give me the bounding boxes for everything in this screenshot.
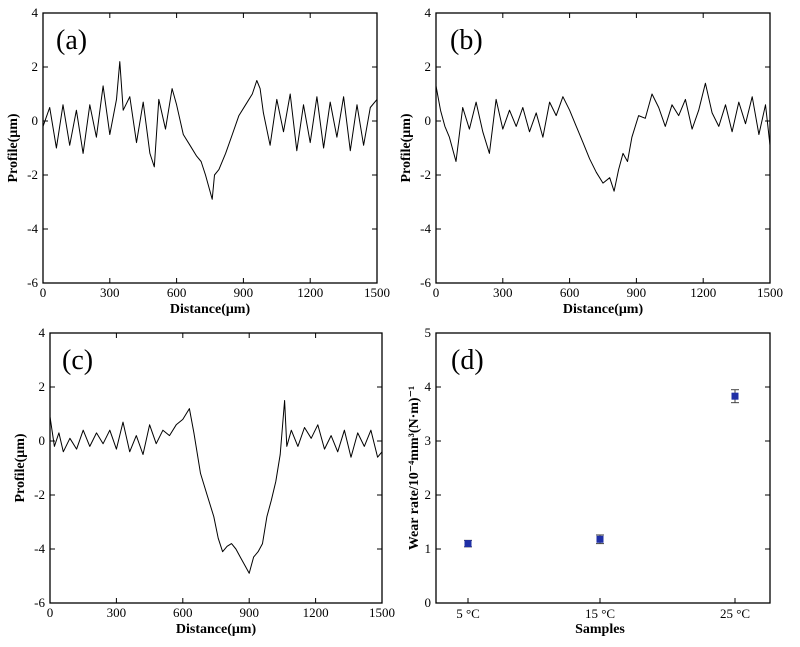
chart-panel-c: -6 -4 -2 0 2 4 0 300 600 900 1200 1500 Distance(μm) P… bbox=[13, 325, 395, 637]
chart-panel-d: 0 1 2 3 4 5 5 °C 15 °C 25 °C Samples Wear rate/10⁻… bbox=[407, 325, 771, 637]
chart-panel-a: -6 -4 -2 0 2 4 0 300 600 900 1200 1500 Distance(μm) P… bbox=[6, 5, 390, 317]
x-axis-title: Distance(μm) bbox=[176, 622, 257, 637]
panel-label: (d) bbox=[451, 345, 484, 376]
data-point bbox=[596, 535, 604, 543]
x-tick-label: 900 bbox=[234, 285, 254, 300]
data-point bbox=[731, 392, 739, 400]
panel-label: (c) bbox=[62, 345, 93, 376]
plot-frame bbox=[42, 12, 378, 284]
x-tick-label: 1200 bbox=[303, 605, 329, 620]
x-tick-label: 300 bbox=[100, 285, 120, 300]
panel-label: (b) bbox=[450, 25, 483, 56]
x-category-label: 15 °C bbox=[585, 606, 615, 621]
plot-frame bbox=[435, 12, 771, 284]
x-axis-title: Samples bbox=[575, 622, 625, 637]
x-tick-label: 1200 bbox=[297, 285, 323, 300]
y-axis-title: Profile(μm) bbox=[399, 113, 414, 182]
y-tick-label: 4 bbox=[39, 325, 46, 340]
y-tick-label: 0 bbox=[39, 433, 46, 448]
y-tick-label: -2 bbox=[27, 167, 38, 182]
x-tick-label: 1500 bbox=[369, 605, 395, 620]
y-tick-label: 4 bbox=[425, 379, 432, 394]
y-tick-label: -4 bbox=[34, 541, 45, 556]
x-category-label: 5 °C bbox=[456, 606, 480, 621]
y-tick-label: 2 bbox=[425, 59, 432, 74]
plot-frame bbox=[435, 332, 771, 604]
x-category-label: 25 °C bbox=[720, 606, 750, 621]
x-tick-label: 0 bbox=[40, 285, 47, 300]
x-tick-label: 300 bbox=[107, 605, 127, 620]
x-tick-label: 600 bbox=[167, 285, 187, 300]
y-tick-label: -4 bbox=[420, 221, 431, 236]
profile-line bbox=[42, 61, 378, 200]
x-tick-label: 1500 bbox=[757, 285, 783, 300]
x-tick-label: 900 bbox=[627, 285, 647, 300]
x-tick-label: 900 bbox=[239, 605, 259, 620]
x-tick-label: 1500 bbox=[364, 285, 390, 300]
profile-line bbox=[435, 82, 771, 192]
y-tick-label: -2 bbox=[420, 167, 431, 182]
data-point bbox=[464, 540, 472, 548]
chart-panel-b: -6 -4 -2 0 2 4 0 300 600 900 1200 1500 Distance(μm) P… bbox=[399, 5, 783, 317]
y-tick-label: 0 bbox=[425, 595, 432, 610]
y-tick-label: 2 bbox=[425, 487, 432, 502]
x-axis-title: Distance(μm) bbox=[170, 302, 251, 317]
x-tick-label: 600 bbox=[173, 605, 193, 620]
y-tick-label: 0 bbox=[425, 113, 432, 128]
y-tick-label: 4 bbox=[32, 5, 39, 20]
y-tick-label: -6 bbox=[34, 595, 45, 610]
profile-line bbox=[49, 400, 383, 574]
y-tick-label: 1 bbox=[425, 541, 432, 556]
y-tick-label: -2 bbox=[34, 487, 45, 502]
y-axis-title: Profile(μm) bbox=[13, 433, 28, 502]
x-tick-label: 0 bbox=[47, 605, 54, 620]
y-tick-label: 4 bbox=[425, 5, 432, 20]
y-tick-label: -6 bbox=[420, 275, 431, 290]
x-tick-label: 0 bbox=[433, 285, 440, 300]
y-axis-title: Wear rate/10⁻⁴mm³(N·m)⁻¹ bbox=[407, 386, 422, 550]
plot-frame bbox=[49, 332, 383, 604]
y-tick-label: 2 bbox=[32, 59, 39, 74]
y-tick-label: 2 bbox=[39, 379, 46, 394]
y-tick-label: 0 bbox=[32, 113, 39, 128]
x-tick-label: 1200 bbox=[690, 285, 716, 300]
y-tick-label: 3 bbox=[425, 433, 432, 448]
x-tick-label: 600 bbox=[560, 285, 580, 300]
y-tick-label: -4 bbox=[27, 221, 38, 236]
x-tick-label: 300 bbox=[493, 285, 513, 300]
panel-label: (a) bbox=[56, 25, 87, 56]
y-tick-label: -6 bbox=[27, 275, 38, 290]
y-axis-title: Profile(μm) bbox=[6, 113, 21, 182]
x-axis-title: Distance(μm) bbox=[563, 302, 644, 317]
y-tick-label: 5 bbox=[425, 325, 432, 340]
